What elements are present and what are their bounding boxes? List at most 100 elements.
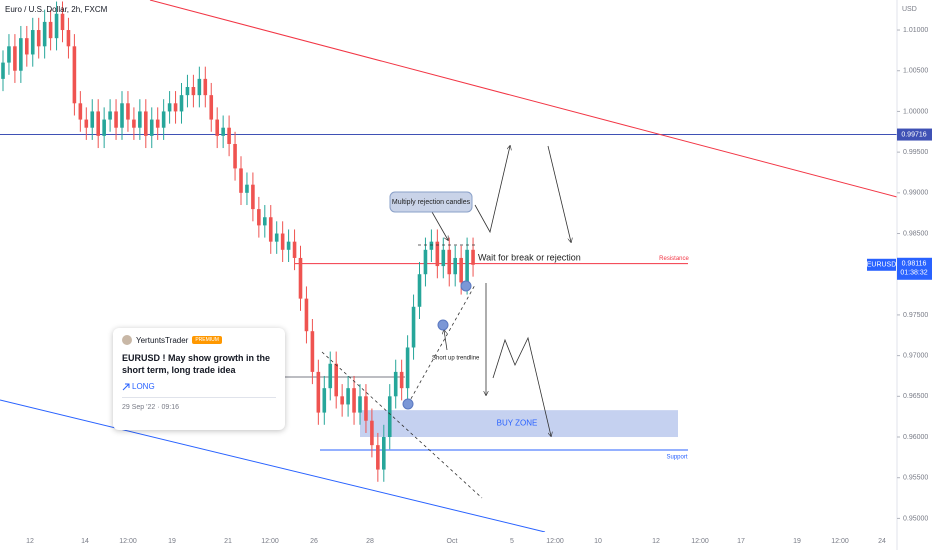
separator [122, 397, 276, 398]
candle-body [334, 363, 338, 397]
blue-trendline [0, 399, 546, 533]
candle-body [221, 127, 225, 136]
candle-body [13, 46, 17, 71]
candle-body [84, 119, 89, 128]
touch-point [460, 280, 472, 292]
y-tick-label: 0.95000 [903, 515, 928, 522]
candle-body [393, 371, 398, 397]
y-tick-label: 0.97000 [903, 352, 928, 359]
direction: LONG [122, 382, 276, 391]
candle-body [149, 119, 154, 136]
y-tick-label: 1.01000 [903, 27, 928, 34]
x-tick-label: Oct [447, 538, 458, 545]
callout-text: Multiply rejection candles [392, 199, 471, 206]
x-tick-label: 12 [26, 538, 34, 545]
candle-body [209, 95, 214, 120]
candle-body [280, 233, 285, 250]
candle-body [42, 21, 47, 47]
candle-body [144, 111, 148, 136]
x-tick-label: 12:00 [831, 538, 849, 545]
pointer-arrow [444, 330, 448, 351]
x-tick-label: 17 [737, 538, 745, 545]
candle-body [25, 38, 29, 55]
red-trendline [149, 0, 898, 198]
dashed-line [407, 284, 476, 405]
candle-body [179, 95, 184, 112]
candle-body [102, 119, 106, 136]
support-label: Support [666, 455, 687, 461]
candle-body [251, 184, 255, 210]
candle-body [185, 87, 190, 96]
candle-body [358, 396, 362, 413]
candle-body [215, 119, 219, 136]
candle-body [245, 184, 249, 193]
path-arrow [474, 146, 510, 234]
author[interactable]: YertuntsTrader [136, 335, 189, 345]
touch-point [402, 398, 414, 410]
callout-box [389, 191, 473, 213]
x-tick-label: 26 [310, 538, 318, 545]
candle-body [233, 143, 237, 169]
annotation: Short up trendline [432, 356, 480, 362]
arrow-icon [122, 383, 130, 390]
candle-body [298, 257, 303, 299]
candle-body [114, 111, 118, 128]
y-tick-label: 1.00000 [903, 108, 928, 115]
candle-body [346, 388, 350, 405]
candle-body [417, 274, 422, 307]
y-tick-label: 0.99000 [903, 190, 928, 197]
candle-body [268, 217, 273, 242]
touch-point [437, 319, 449, 331]
candle-body [30, 30, 35, 55]
pointer-arrow [431, 211, 448, 240]
candle-body [286, 241, 291, 250]
idea-card[interactable]: YertuntsTrader PREMIUM EURUSD ! May show… [113, 328, 285, 430]
x-tick-label: 12:00 [691, 538, 709, 545]
x-tick-label: 12:00 [119, 538, 137, 545]
candle-body [155, 119, 160, 128]
symbol-tag-label: EURUSD [867, 262, 897, 269]
candle-body [167, 103, 172, 112]
avatar [122, 335, 132, 345]
candle-body [126, 103, 130, 120]
x-tick-label: 21 [224, 538, 232, 545]
x-tick-label: 28 [366, 538, 374, 545]
symbol-tag [867, 258, 896, 271]
time-axis [0, 532, 932, 550]
countdown: 01:38:32 [900, 270, 927, 277]
candle-body [132, 119, 136, 128]
candle-body [96, 111, 100, 136]
symbol-header: Euro / U.S. Dollar, 2h, FXCM [5, 5, 108, 14]
candle-body [453, 257, 457, 275]
candle-body [459, 257, 463, 283]
y-tick-label: 0.96000 [903, 434, 928, 441]
buy-zone [360, 410, 678, 438]
candle-body [411, 306, 416, 348]
candle-body [197, 78, 202, 96]
x-tick-label: 10 [594, 538, 602, 545]
candle-body [322, 388, 327, 413]
candle-body [203, 78, 208, 96]
candle-body [90, 111, 95, 128]
candle-body [292, 241, 297, 258]
x-tick-label: 12:00 [261, 538, 279, 545]
candle-body [72, 46, 77, 104]
candle-body [387, 396, 392, 438]
price-tag [897, 257, 932, 280]
candle-body [328, 363, 333, 389]
candle-body [138, 111, 142, 128]
candle-body [239, 168, 243, 193]
currency: USD [902, 6, 917, 13]
candle-body [191, 87, 196, 96]
candle-body [274, 233, 279, 242]
x-tick-label: 12 [652, 538, 660, 545]
candle-body [405, 347, 410, 389]
candle-body [340, 396, 344, 405]
candle-body [364, 396, 368, 421]
y-tick-label: 0.99500 [903, 149, 928, 156]
candle-body [108, 111, 112, 120]
candle-body [173, 103, 178, 112]
path-arrow [492, 336, 551, 436]
y-tick-label: 0.96500 [903, 393, 928, 400]
y-tick-label: 0.97500 [903, 312, 928, 319]
